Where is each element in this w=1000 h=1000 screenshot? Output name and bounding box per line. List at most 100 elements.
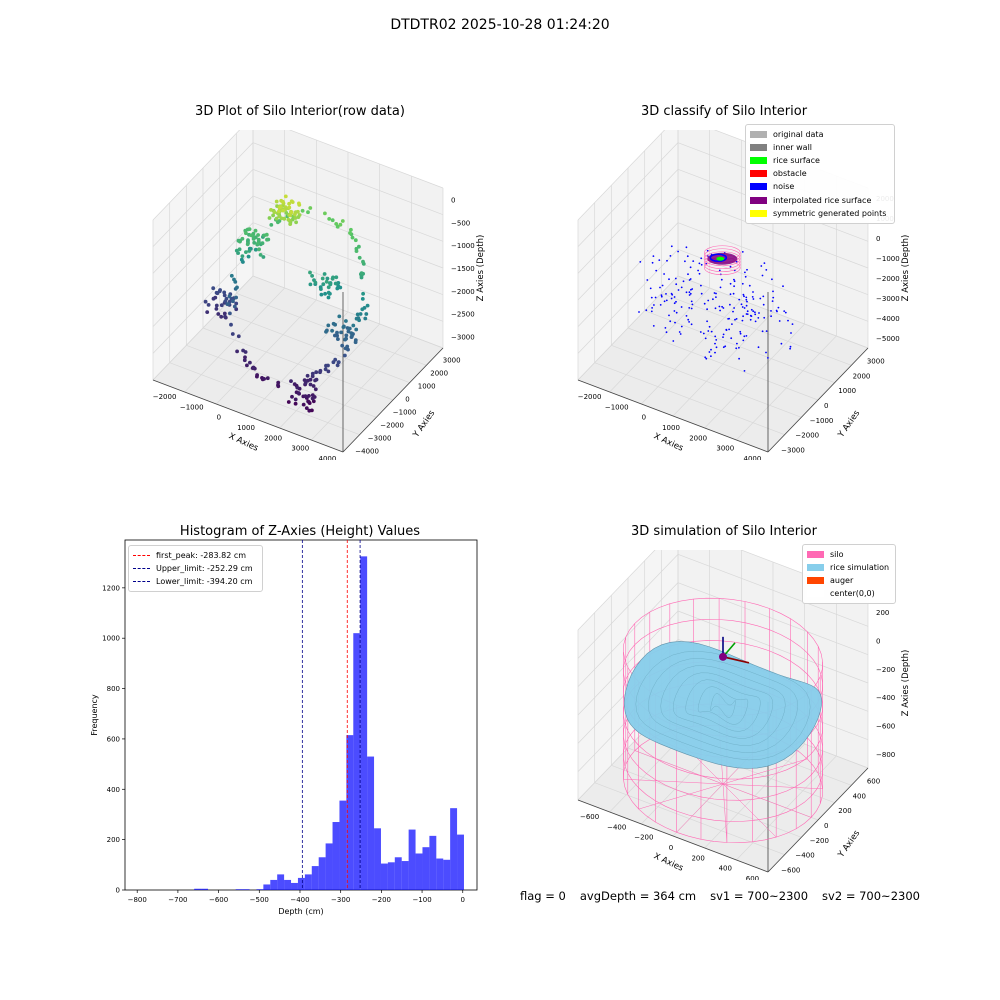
data-point xyxy=(357,318,361,323)
data-point xyxy=(335,363,340,368)
noise-point xyxy=(688,321,690,323)
data-point xyxy=(290,394,294,399)
legend-label: first_peak: -283.82 cm xyxy=(156,551,247,561)
noise-point xyxy=(729,282,732,285)
data-point xyxy=(359,271,364,275)
data-point xyxy=(231,299,235,304)
z-tick-label: −200 xyxy=(876,666,895,674)
noise-point xyxy=(646,279,649,281)
noise-point xyxy=(738,357,740,360)
data-point xyxy=(277,209,281,214)
legend-label: inner wall xyxy=(773,143,813,153)
x-tick-label: −500 xyxy=(250,896,269,904)
noise-point xyxy=(674,321,676,324)
data-point xyxy=(353,238,358,243)
legend-label: noise xyxy=(773,182,795,192)
data-point xyxy=(296,391,301,395)
data-point xyxy=(333,333,337,338)
noise-point xyxy=(670,297,673,300)
data-point xyxy=(313,280,318,285)
x-tick-label: −1000 xyxy=(605,403,629,411)
data-point xyxy=(331,360,336,365)
histogram-bar xyxy=(332,822,340,890)
data-point xyxy=(222,311,227,316)
noise-point xyxy=(680,325,683,328)
data-point xyxy=(326,295,331,300)
data-point xyxy=(293,397,298,402)
y-tick-label: 1000 xyxy=(838,387,856,395)
rice-surface xyxy=(716,256,725,261)
grid-line xyxy=(152,130,241,221)
data-point xyxy=(355,312,360,317)
data-point xyxy=(265,237,269,242)
noise-point xyxy=(710,348,712,351)
grid-line xyxy=(677,554,869,627)
plot-frame xyxy=(124,539,478,891)
data-point xyxy=(323,211,327,216)
data-point xyxy=(211,286,216,291)
noise-point xyxy=(735,347,738,350)
noise-point xyxy=(658,259,661,261)
data-point xyxy=(255,374,259,379)
data-point xyxy=(214,307,219,311)
silo-floor-spoke xyxy=(638,783,724,810)
noise-point xyxy=(700,292,703,295)
noise-point xyxy=(732,310,734,313)
data-point xyxy=(336,360,341,364)
noise-point xyxy=(638,311,640,313)
data-point xyxy=(227,294,232,299)
data-point xyxy=(230,332,235,336)
data-point xyxy=(276,383,280,387)
noise-point xyxy=(728,328,730,331)
noise-point xyxy=(722,346,725,349)
plot3-histogram: −800 −700 −600 −500 −400 −300 −200 −100 0 0 200 400… xyxy=(90,539,478,916)
histogram-bar xyxy=(291,882,298,890)
y-tick-label: −3000 xyxy=(781,447,805,455)
noise-point xyxy=(743,295,745,298)
noise-point xyxy=(691,288,694,290)
noise-point xyxy=(746,268,748,271)
legend-swatch xyxy=(807,577,824,585)
legend-swatch xyxy=(807,551,824,559)
noise-point xyxy=(740,303,743,306)
data-point xyxy=(301,402,306,407)
histogram-bar xyxy=(367,756,375,890)
histogram-bar xyxy=(339,800,347,890)
noise-point xyxy=(724,345,727,348)
noise-point xyxy=(685,246,688,249)
noise-point xyxy=(752,291,754,293)
plot2-legend: original data inner wall rice surface obsta… xyxy=(745,124,895,224)
legend-entry: noise xyxy=(750,180,890,193)
noise-point xyxy=(688,279,691,281)
data-point xyxy=(243,350,248,354)
noise-point xyxy=(710,355,712,358)
noise-point xyxy=(743,307,746,309)
legend-label: center(0,0) xyxy=(830,589,875,599)
data-point xyxy=(281,208,285,213)
noise-point xyxy=(763,262,766,264)
noise-point xyxy=(652,325,655,327)
y-tick-label: 2000 xyxy=(853,372,871,380)
histogram-bar xyxy=(304,874,312,890)
noise-point xyxy=(703,302,706,305)
noise-point xyxy=(761,330,764,333)
z-axis-label: Z Axies (Depth) xyxy=(476,235,486,302)
z-tick-label: −1000 xyxy=(451,242,475,250)
legend-entry: original data xyxy=(750,128,890,141)
noise-point xyxy=(714,307,717,310)
y-axis-line xyxy=(342,347,444,453)
data-point xyxy=(340,343,345,348)
noise-point xyxy=(690,323,693,326)
data-point xyxy=(281,199,285,204)
histogram-bar xyxy=(387,862,395,890)
noise-point xyxy=(686,255,689,258)
silo-floor-spoke xyxy=(722,783,823,790)
footer-stats: flag = 0 avgDepth = 364 cm sv1 = 700~2300 s… xyxy=(520,889,934,903)
data-point xyxy=(353,340,358,345)
noise-point xyxy=(770,315,772,318)
data-point xyxy=(274,216,279,221)
histogram-bar xyxy=(450,808,458,890)
data-point xyxy=(243,355,247,360)
noise-point xyxy=(697,269,699,272)
z-tick-label: −1000 xyxy=(876,255,900,263)
